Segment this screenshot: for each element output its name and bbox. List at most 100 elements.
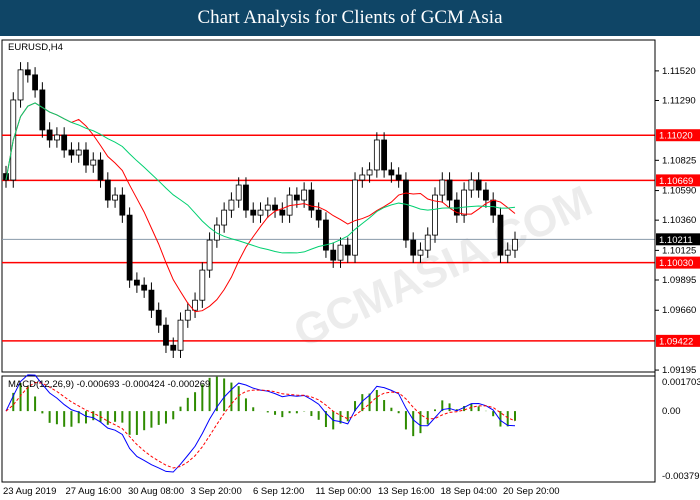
candle: [163, 324, 169, 346]
candle: [381, 139, 388, 171]
candle: [126, 214, 133, 281]
candle: [446, 179, 453, 201]
candle: [68, 149, 75, 156]
candle: [112, 194, 118, 201]
time-tick-label: 18 Sep 04:00: [440, 486, 498, 497]
candle: [39, 89, 46, 131]
macd-tick-label: 0.00: [662, 406, 681, 417]
price-tick-label: 1.10360: [662, 215, 696, 226]
price-tick-label: 1.09660: [662, 305, 696, 316]
candle: [432, 194, 438, 236]
level-price-badge: [656, 174, 700, 187]
level-price-badge: [656, 129, 700, 142]
candle: [206, 239, 213, 271]
macd-label: MACD(12,26,9) -0.000693 -0.000424 -0.000…: [8, 379, 210, 390]
candle: [228, 199, 235, 211]
candle: [483, 189, 489, 201]
current-price-badge: [656, 233, 700, 246]
slow-ma-line: [5, 102, 516, 254]
candle: [403, 179, 409, 241]
candle: [61, 134, 68, 151]
fast-ma-line: [5, 102, 516, 313]
macd-main-line: [5, 374, 516, 473]
price-tick-label: 1.11290: [662, 95, 696, 106]
candle: [468, 179, 475, 191]
time-axis: 23 Aug 2019 27 Aug 16:00 30 Aug 08:00 3 Sep…: [0, 484, 700, 500]
candle: [155, 309, 162, 326]
candle: [323, 219, 329, 251]
candle: [395, 174, 402, 181]
price-tick-label: 1.10590: [662, 186, 696, 197]
candle: [24, 69, 31, 76]
candle: [410, 239, 417, 256]
candle: [330, 249, 337, 261]
current-price-label: 1.10211: [659, 235, 693, 246]
candle: [90, 159, 97, 166]
level-price-badge: [656, 334, 700, 347]
candle: [199, 269, 206, 301]
candle: [133, 279, 140, 286]
time-tick-label: 23 Aug 2019: [3, 486, 57, 497]
candle: [512, 238, 518, 251]
candle: [315, 209, 322, 221]
candle: [497, 214, 504, 256]
time-tick-label: 3 Sep 20:00: [190, 486, 242, 497]
macd-tick-label: 0.001703: [662, 377, 700, 388]
candle: [264, 204, 271, 211]
candle: [192, 299, 198, 311]
candle: [490, 199, 497, 216]
candle: [221, 209, 228, 226]
price-tick-label: 1.10125: [662, 245, 696, 256]
candle: [301, 189, 308, 201]
candle: [104, 179, 111, 201]
candle: [177, 319, 184, 351]
level-price-label: 1.09422: [659, 336, 693, 347]
candle: [293, 194, 300, 201]
level-price-label: 1.10030: [659, 258, 693, 269]
candle: [424, 234, 431, 251]
time-tick-label: 20 Sep 20:00: [503, 486, 560, 497]
candle: [54, 134, 60, 141]
candle: [337, 244, 344, 261]
candle: [279, 209, 286, 216]
level-price-badge: [656, 256, 700, 269]
candle: [272, 204, 278, 211]
candle: [308, 189, 315, 211]
candle: [504, 249, 511, 256]
time-tick-label: 11 Sep 00:00: [315, 486, 372, 497]
price-tick-label: 1.10825: [662, 155, 696, 166]
candle: [141, 284, 148, 291]
price-tick-label: 1.09895: [662, 275, 696, 286]
time-tick-label: 13 Sep 16:00: [378, 486, 435, 497]
time-tick-label: 27 Aug 16:00: [65, 486, 122, 497]
macd-panel-border: [1, 375, 656, 483]
candle: [75, 149, 82, 156]
candle: [46, 129, 53, 141]
candle: [439, 179, 446, 196]
candle: [417, 249, 424, 256]
candle: [388, 169, 395, 176]
symbol-label[interactable]: EURUSD,H4: [8, 42, 63, 53]
candle: [83, 149, 89, 166]
candle: [250, 209, 257, 216]
time-tick-label: 30 Aug 08:00: [128, 486, 184, 497]
macd-signal-line: [5, 381, 516, 469]
level-price-label: 1.10669: [659, 176, 693, 187]
price-tick-label: 1.09195: [662, 365, 696, 376]
candle: [97, 159, 104, 181]
candle: [3, 173, 9, 181]
price-tick-label: 1.11520: [662, 66, 696, 77]
page-title: Chart Analysis for Clients of GCM Asia: [0, 0, 700, 36]
candle: [17, 69, 24, 101]
candle: [366, 169, 373, 176]
candle: [257, 209, 264, 216]
candle: [461, 189, 468, 216]
candle: [184, 309, 191, 321]
candle: [352, 179, 358, 256]
candle: [32, 74, 38, 91]
time-tick-label: 6 Sep 12:00: [253, 486, 305, 497]
macd-tick-label: -0.003797: [662, 471, 700, 482]
candle: [243, 184, 249, 211]
level-price-label: 1.11020: [659, 131, 693, 142]
